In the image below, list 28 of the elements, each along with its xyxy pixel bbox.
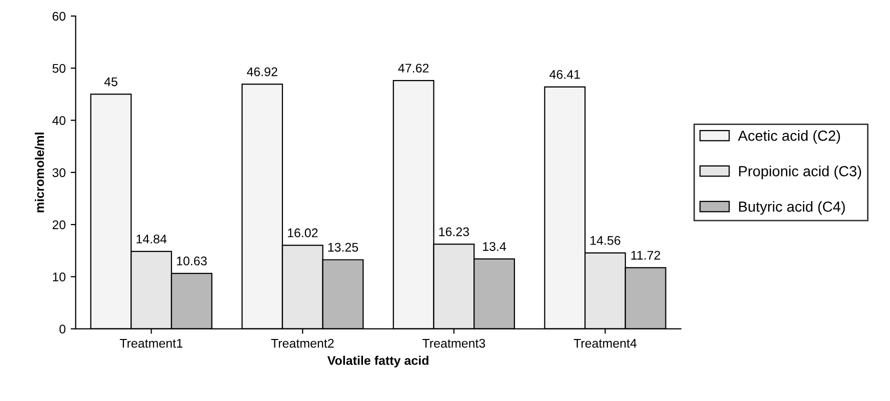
x-tick-label: Treatment2 [271,338,334,348]
data-label: 14.84 [136,234,167,244]
y-tick-label: 40 [52,116,66,125]
y-tick-label: 0 [59,324,66,334]
y-tick-label: 50 [52,64,66,73]
data-label: 46.41 [550,70,580,79]
data-label: 46.92 [246,67,278,76]
data-label: 13.25 [328,242,358,252]
data-label: 16.23 [439,227,469,236]
data-label: 11.72 [631,250,660,260]
x-tick-label: Treatment4 [574,339,637,348]
x-axis-title: Volatile fatty acid [327,356,428,368]
y-tick-label: 30 [52,168,66,178]
data-label: 47.62 [398,64,429,73]
y-axis-title: micromole/ml [34,132,44,212]
y-tick-label: 10 [52,272,66,282]
data-label: 16.02 [288,228,318,238]
data-label: 10.63 [176,256,207,266]
data-label: 13.4 [483,242,506,251]
data-label: 14.56 [590,236,620,245]
legend-label: Acetic acid (C2) [738,130,840,144]
legend-label: Propionic acid (C3) [739,166,862,180]
y-tick-label: 60 [52,12,66,21]
x-tick-label: Treatment3 [422,338,486,348]
data-label: 45 [104,77,118,86]
legend-label: Butyric acid (C4) [739,201,845,215]
x-tick-label: Treatment1 [120,339,182,348]
y-tick-label: 20 [52,220,66,230]
